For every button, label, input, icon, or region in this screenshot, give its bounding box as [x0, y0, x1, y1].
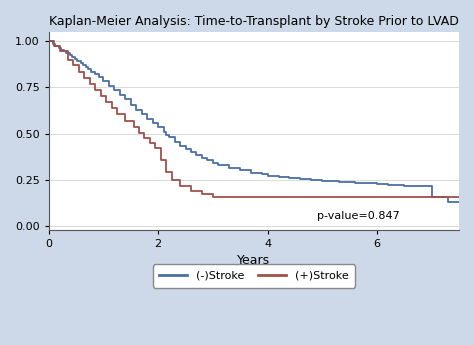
Text: p-value=0.847: p-value=0.847	[317, 211, 400, 221]
(-)Stroke	[374, 181, 380, 186]
(+)Stroke	[158, 146, 164, 150]
(+)Stroke	[46, 39, 52, 43]
(-)Stroke	[298, 177, 303, 181]
(+)Stroke	[456, 195, 462, 199]
Line: (+)Stroke: (+)Stroke	[49, 41, 459, 197]
(-)Stroke	[456, 200, 462, 204]
X-axis label: Years: Years	[237, 254, 271, 267]
(+)Stroke	[237, 195, 243, 199]
(+)Stroke	[103, 94, 109, 98]
Legend: (-)Stroke, (+)Stroke: (-)Stroke, (+)Stroke	[153, 264, 355, 288]
Line: (-)Stroke: (-)Stroke	[49, 41, 459, 202]
(-)Stroke	[287, 175, 292, 179]
(-)Stroke	[188, 150, 194, 154]
(+)Stroke	[103, 100, 109, 104]
(-)Stroke	[46, 39, 52, 43]
(-)Stroke	[111, 83, 117, 88]
Title: Kaplan-Meier Analysis: Time-to-Transplant by Stroke Prior to LVAD: Kaplan-Meier Analysis: Time-to-Transplan…	[49, 15, 459, 28]
(+)Stroke	[98, 88, 104, 92]
(+)Stroke	[92, 82, 98, 86]
(-)Stroke	[210, 158, 216, 162]
(+)Stroke	[76, 70, 82, 74]
(-)Stroke	[445, 200, 451, 204]
